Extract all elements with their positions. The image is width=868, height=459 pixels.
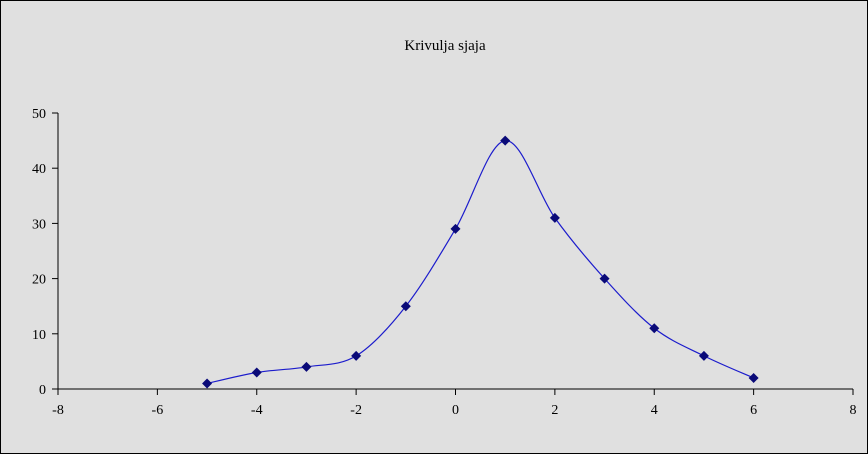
data-point xyxy=(351,350,362,361)
x-tick-label: 2 xyxy=(551,403,558,418)
chart-title: Krivulja sjaja xyxy=(404,38,486,54)
x-tick-label: -8 xyxy=(52,403,64,418)
x-tick-label: -4 xyxy=(251,403,263,418)
data-point xyxy=(202,378,213,389)
axes: -8 -6 -4 -2 0 2 4 6 8 0 10 20 30 40 50 xyxy=(32,107,857,418)
data-markers xyxy=(202,135,759,389)
x-tick-label: -2 xyxy=(350,403,362,418)
x-tick-label: 8 xyxy=(850,403,857,418)
y-tick-label: 20 xyxy=(32,273,46,288)
data-point xyxy=(251,367,262,378)
x-tick-label: -6 xyxy=(152,403,164,418)
x-tick-label: 6 xyxy=(750,403,757,418)
data-point xyxy=(301,361,312,372)
data-point xyxy=(748,372,759,383)
data-point xyxy=(649,323,660,334)
y-tick-label: 10 xyxy=(32,328,46,343)
x-tick-label: 4 xyxy=(651,403,658,418)
x-tick-label: 0 xyxy=(452,403,459,418)
y-tick-label: 40 xyxy=(32,162,46,177)
y-tick-label: 30 xyxy=(32,217,46,232)
data-point xyxy=(698,350,709,361)
data-point xyxy=(500,135,511,146)
data-point xyxy=(549,212,560,223)
data-point xyxy=(400,301,411,312)
y-tick-label: 0 xyxy=(39,383,46,398)
data-point xyxy=(599,273,610,284)
data-point xyxy=(450,223,461,234)
y-tick-label: 50 xyxy=(32,107,46,122)
